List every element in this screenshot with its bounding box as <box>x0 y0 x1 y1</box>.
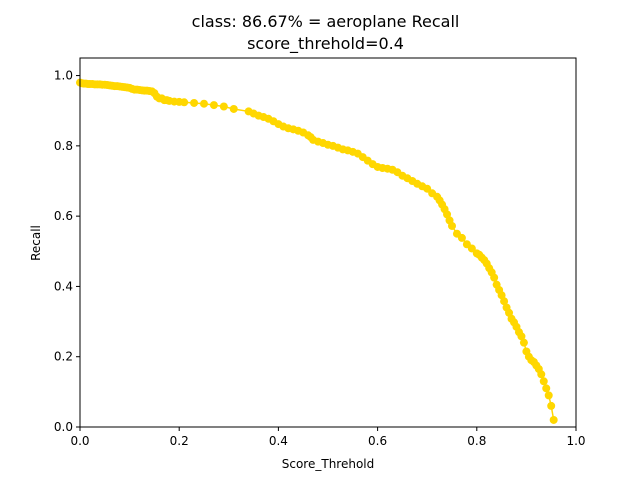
y-axis-label: Recall <box>29 225 43 261</box>
x-tick-label: 0.6 <box>368 434 387 448</box>
data-point <box>500 297 509 306</box>
x-tick-label: 0.4 <box>269 434 288 448</box>
x-tick-label: 0.8 <box>467 434 486 448</box>
data-point <box>544 391 553 400</box>
y-tick-label: 0.6 <box>54 209 73 223</box>
data-point <box>180 98 189 107</box>
plot-area: 0.0 0.2 0.4 0.6 0.8 1.0 0.0 0.2 0.4 0.6 0.8 1.0 <box>54 57 586 448</box>
data-point <box>457 233 466 242</box>
data-point <box>200 99 208 108</box>
data-point <box>467 244 476 253</box>
x-tick-label: 1.0 <box>566 434 585 448</box>
data-point <box>219 102 228 111</box>
data-point <box>542 384 551 393</box>
data-point <box>549 415 558 424</box>
x-tick-label: 0.2 <box>170 434 189 448</box>
y-tick-label: 0.2 <box>54 350 73 364</box>
x-axis-label: Score_Threhold <box>282 457 375 471</box>
chart-title-line-1: class: 86.67% = aeroplane Recall <box>192 12 460 31</box>
y-tick-label: 0.0 <box>54 420 73 434</box>
y-tick-label: 0.8 <box>54 139 73 153</box>
data-point <box>229 104 238 113</box>
data-point <box>519 338 528 347</box>
data-point <box>190 98 199 107</box>
data-point <box>539 377 548 386</box>
chart-title-line-2: score_threhold=0.4 <box>247 34 404 54</box>
data-point <box>209 101 218 110</box>
data-point <box>448 221 456 230</box>
axes-frame <box>79 57 577 428</box>
data-point <box>547 401 556 410</box>
data-point <box>490 273 499 282</box>
data-point <box>537 370 546 379</box>
y-tick-label: 0.4 <box>54 279 73 293</box>
y-tick-label: 1.0 <box>54 69 73 83</box>
data-point <box>517 332 526 341</box>
x-tick-label: 0.0 <box>70 434 89 448</box>
data-point <box>497 291 506 300</box>
